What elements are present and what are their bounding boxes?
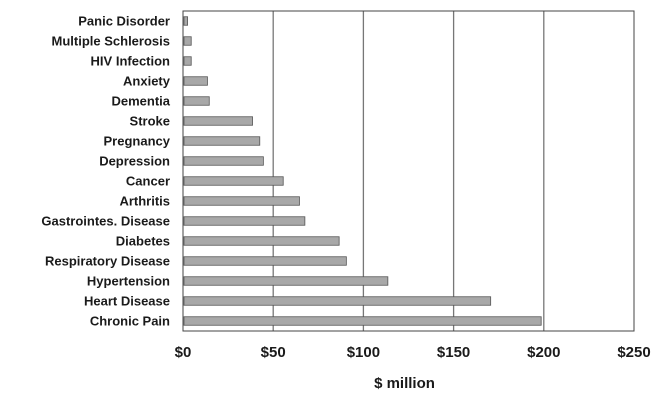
x-tick-label: $150 <box>437 344 470 361</box>
category-label: Arthritis <box>119 194 170 209</box>
category-label: Gastrointes. Disease <box>41 214 170 229</box>
category-label: Depression <box>99 154 170 169</box>
bar <box>183 156 264 166</box>
category-label: Chronic Pain <box>90 314 170 329</box>
bar <box>183 76 208 86</box>
bar <box>183 136 261 146</box>
category-label: Heart Disease <box>84 294 170 309</box>
plot-frame <box>182 10 635 332</box>
x-tick-label: $100 <box>347 344 380 361</box>
bar <box>183 236 340 246</box>
category-label: HIV Infection <box>91 54 171 69</box>
category-label: Cancer <box>126 174 170 189</box>
bar <box>183 296 492 306</box>
x-tick-label: $200 <box>527 344 560 361</box>
x-tick-label: $50 <box>261 344 286 361</box>
bars <box>183 16 542 326</box>
x-axis-title: $ million <box>374 375 435 392</box>
category-label: Hypertension <box>87 274 170 289</box>
category-label: Dementia <box>111 94 170 109</box>
bar <box>183 116 253 126</box>
bar <box>183 176 284 186</box>
bar <box>183 216 306 226</box>
x-tick-label: $0 <box>175 344 192 361</box>
bar <box>183 256 347 266</box>
category-label: Diabetes <box>116 234 170 249</box>
x-tick-labels: $0 $50 $100 $150 $200 $250 <box>175 344 651 361</box>
category-label: Respiratory Disease <box>45 254 170 269</box>
bar <box>183 16 189 26</box>
bar <box>183 96 210 106</box>
category-label: Multiple Schlerosis <box>52 34 170 49</box>
category-label: Panic Disorder <box>78 14 170 29</box>
category-label: Anxiety <box>123 74 171 89</box>
x-tick-label: $250 <box>617 344 650 361</box>
category-label: Pregnancy <box>104 134 171 149</box>
bar <box>183 36 192 46</box>
category-labels: Panic Disorder Multiple Schlerosis HIV Inf… <box>41 14 170 329</box>
bar <box>183 196 300 206</box>
bar <box>183 316 542 326</box>
bar <box>183 276 389 286</box>
bar <box>183 56 192 66</box>
category-label: Stroke <box>130 114 170 129</box>
